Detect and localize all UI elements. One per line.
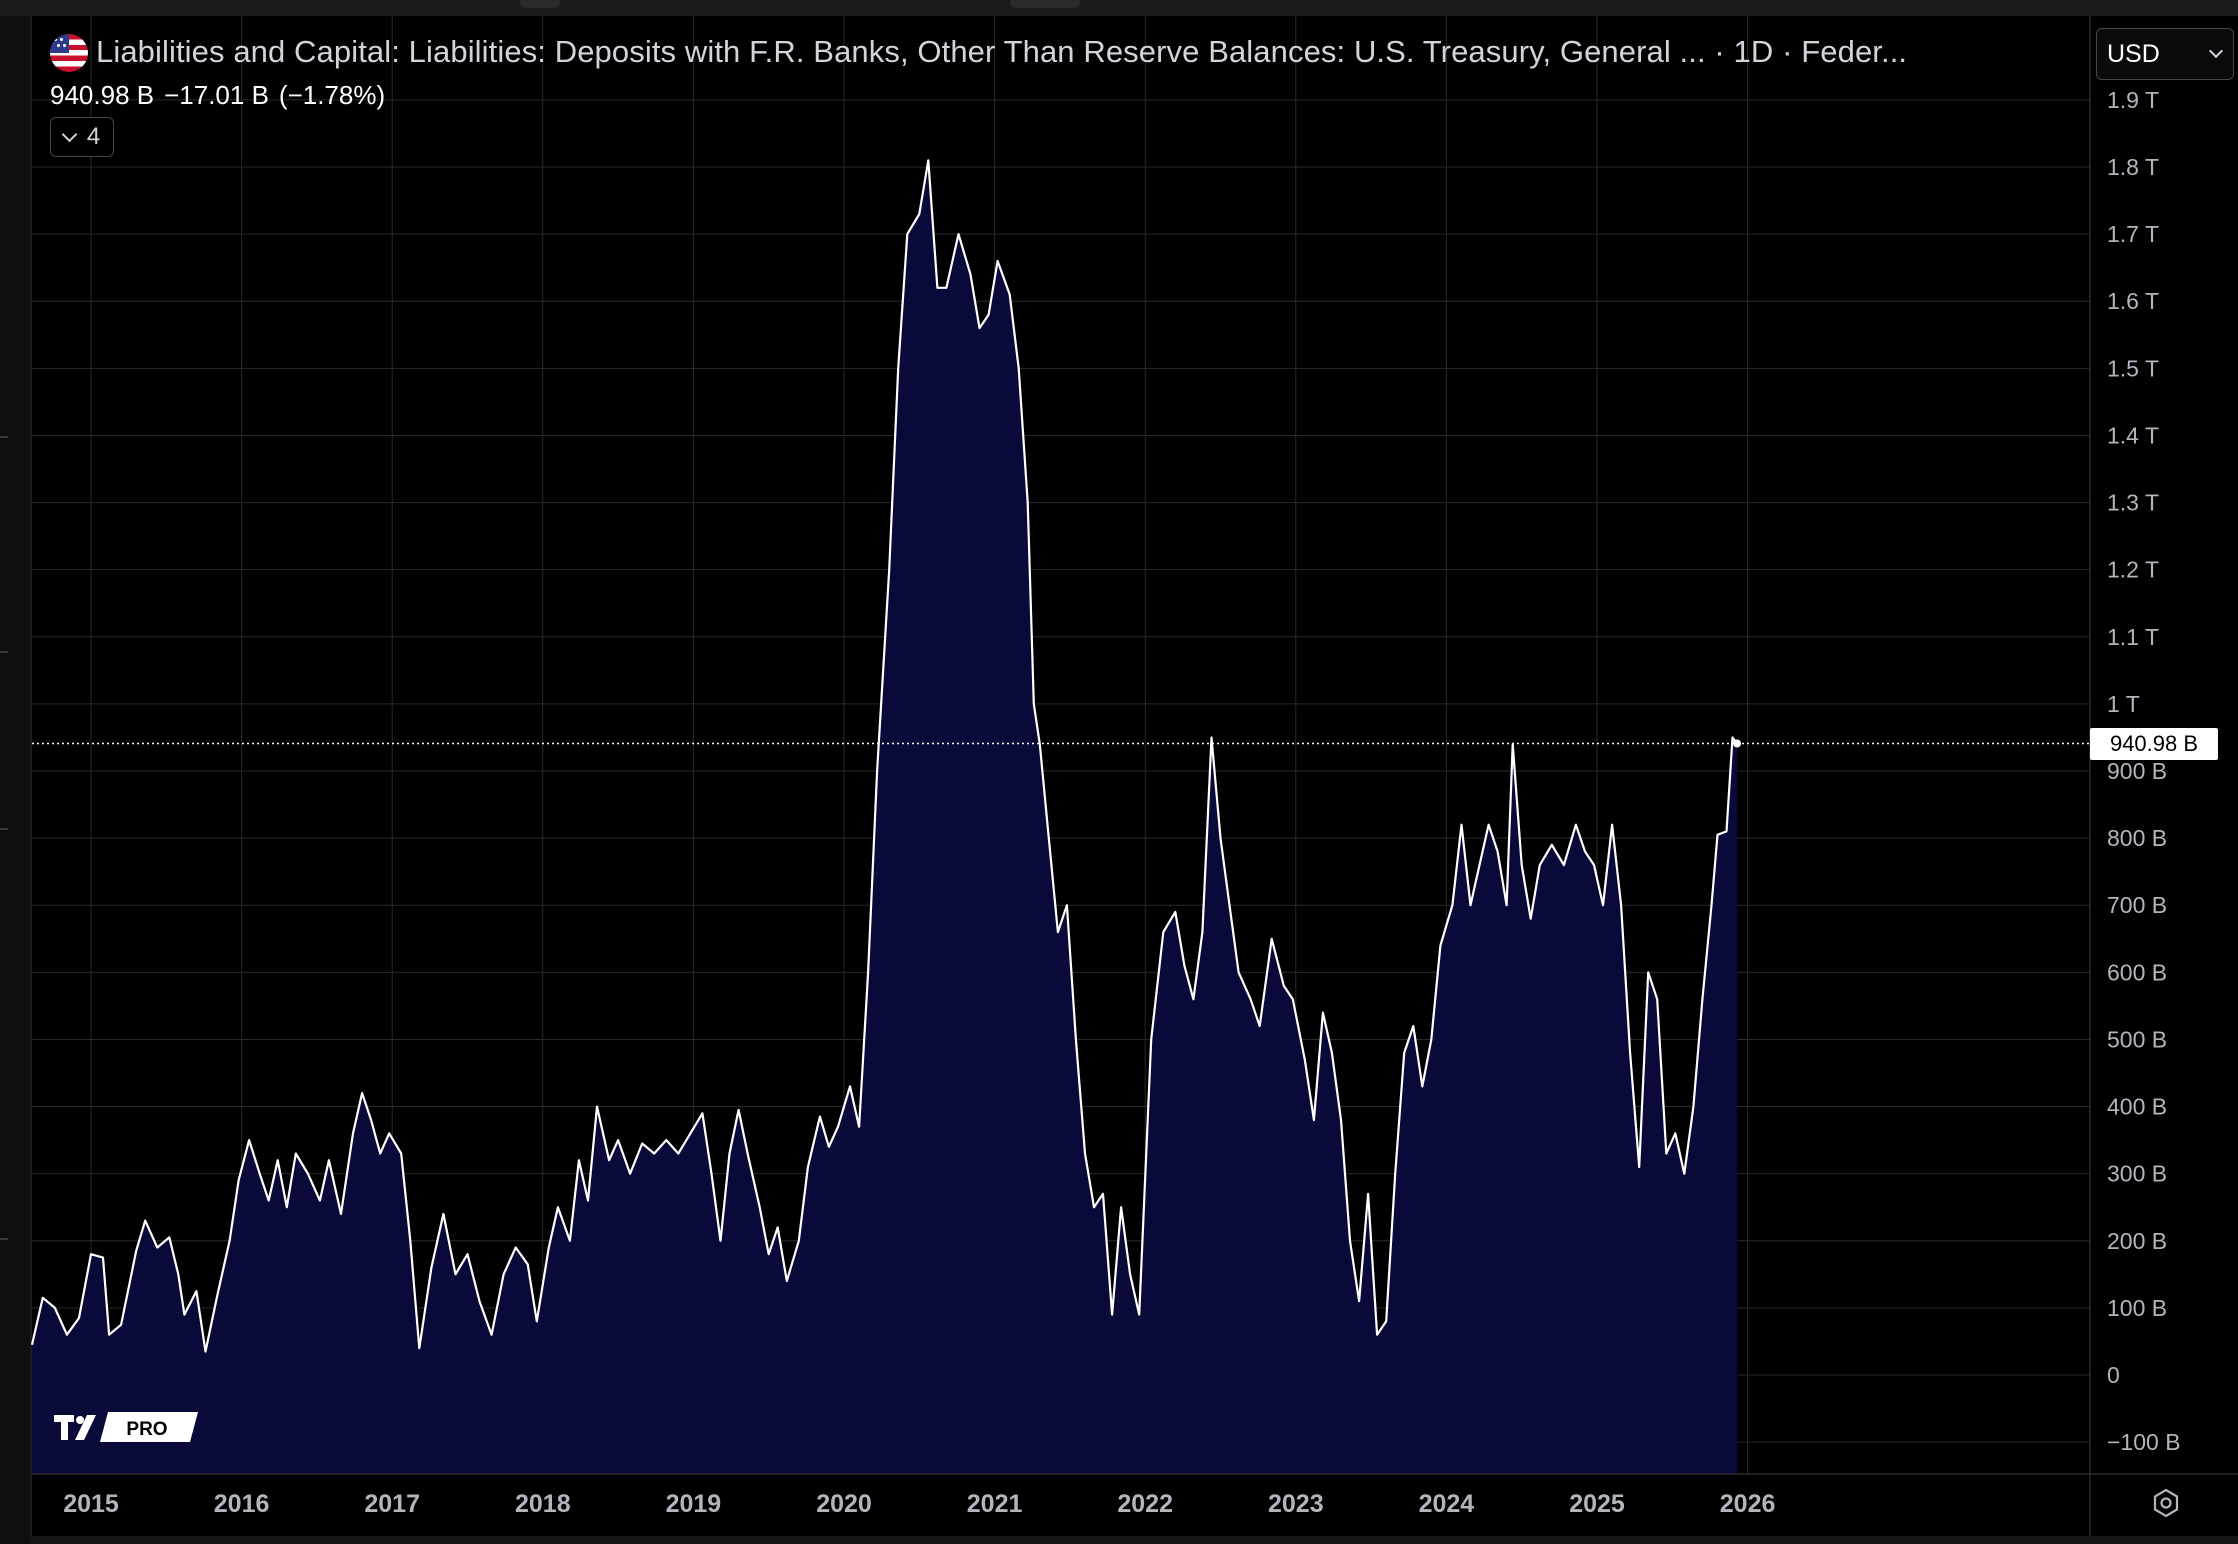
flag-star	[60, 38, 63, 41]
price-tick-label: 300 B	[2107, 1161, 2167, 1187]
price-tick-label: 500 B	[2107, 1026, 2167, 1052]
price-tick-label: 0	[2107, 1362, 2120, 1388]
gear-outline	[2153, 1488, 2179, 1518]
series-line	[30, 159, 1738, 1353]
rail-tick	[0, 1238, 8, 1240]
time-tick-label: 2020	[816, 1490, 872, 1518]
price-tick-label: 900 B	[2107, 758, 2167, 784]
settings-gear-icon[interactable]	[2150, 1487, 2182, 1519]
time-tick-label: 2022	[1117, 1490, 1173, 1518]
price-tick-label: 600 B	[2107, 959, 2167, 985]
last-price-label: 940.98 B	[2090, 727, 2218, 760]
flag-star	[54, 38, 57, 41]
price-tick-label: 200 B	[2107, 1228, 2167, 1254]
gear-center	[2160, 1497, 2172, 1509]
price-tick-label: 1.6 T	[2107, 288, 2159, 314]
tradingview-pro-logo[interactable]: PRO	[54, 1410, 198, 1444]
price-tick-label: 1.9 T	[2107, 87, 2159, 113]
price-tick-label: 800 B	[2107, 825, 2167, 851]
tab-handle[interactable]	[520, 0, 560, 8]
tab-handle[interactable]	[1010, 0, 1080, 8]
time-axis[interactable]: 2015 2016 2017 2018 2019 2020 2021 2022 2023 2024…	[63, 1490, 1775, 1518]
logo-badge	[100, 1412, 198, 1442]
logo-slash	[75, 1415, 96, 1440]
left-toolbar-rail[interactable]	[0, 16, 32, 1544]
rail-tick	[0, 436, 8, 438]
price-tick-label: 1.3 T	[2107, 490, 2159, 516]
logo-pro-text: PRO	[126, 1419, 167, 1440]
window-top-strip	[0, 0, 2238, 16]
time-tick-label: 2016	[214, 1490, 270, 1518]
indicator-count: 4	[86, 123, 101, 150]
last-value: 940.98 B	[50, 80, 155, 110]
us-flag-icon	[50, 34, 88, 72]
currency-value: USD	[2107, 39, 2160, 68]
time-tick-label: 2026	[1720, 1490, 1776, 1518]
legend-values: 940.98 B −17.01 B (−1.78%)	[50, 80, 395, 111]
time-tick-label: 2023	[1268, 1490, 1324, 1518]
time-tick-label: 2024	[1419, 1490, 1475, 1518]
change-percent: (−1.78%)	[278, 80, 386, 110]
bottom-scrollbar[interactable]	[30, 1536, 2238, 1544]
price-tick-label: 100 B	[2107, 1295, 2167, 1321]
time-tick-label: 2018	[515, 1490, 571, 1518]
price-tick-label: 1.1 T	[2107, 624, 2159, 650]
price-axis[interactable]: −100 B 0 100 B 200 B 300 B 400 B 500 B 600 B 700…	[2107, 87, 2181, 1455]
time-tick-label: 2017	[364, 1490, 420, 1518]
flag-star	[57, 44, 60, 47]
price-tick-label: 1.7 T	[2107, 221, 2159, 247]
time-tick-label: 2025	[1569, 1490, 1625, 1518]
price-tick-label: 1.2 T	[2107, 557, 2159, 583]
series-title[interactable]: Liabilities and Capital: Liabilities: De…	[96, 34, 1908, 69]
price-tick-label: 1.4 T	[2107, 422, 2159, 448]
collapse-indicators-button[interactable]: 4	[50, 117, 114, 157]
last-price-point	[1733, 739, 1742, 748]
price-tick-label: −100 B	[2107, 1429, 2181, 1455]
price-tick-label: 1.5 T	[2107, 355, 2159, 381]
price-tick-label: 400 B	[2107, 1094, 2167, 1120]
price-tick-label: 1.8 T	[2107, 154, 2159, 180]
flag-star	[63, 44, 66, 47]
logo-dot	[76, 1416, 84, 1424]
currency-select[interactable]: USD	[2096, 28, 2234, 80]
chevron-down-icon	[2208, 43, 2224, 59]
time-tick-label: 2021	[967, 1490, 1023, 1518]
rail-tick	[0, 651, 8, 653]
price-tick-label: 700 B	[2107, 892, 2167, 918]
series-area-fill	[32, 160, 1738, 1474]
rail-tick	[0, 828, 8, 830]
time-tick-label: 2015	[63, 1490, 119, 1518]
chevron-down-icon	[61, 126, 78, 142]
time-tick-label: 2019	[666, 1490, 722, 1518]
price-tick-label: 1 T	[2107, 691, 2140, 717]
logo-bar	[61, 1415, 68, 1440]
change-value: −17.01 B	[164, 80, 269, 110]
